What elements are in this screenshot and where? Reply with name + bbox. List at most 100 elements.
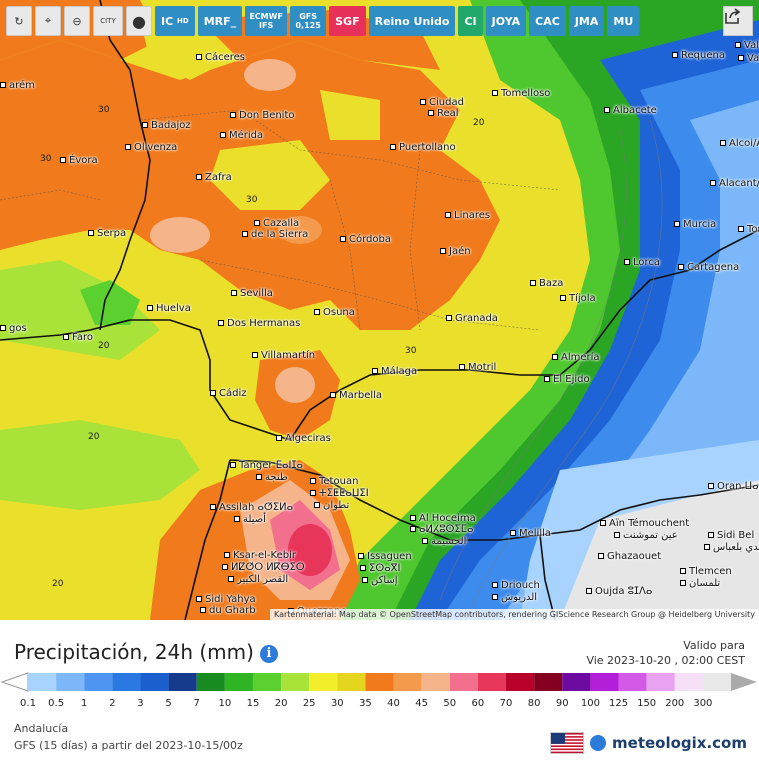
scale-tick-label: 100 bbox=[580, 698, 600, 709]
city-label: Córdoba bbox=[340, 234, 391, 245]
scale-swatch bbox=[196, 673, 225, 691]
scale-tick-label: 0.1 bbox=[20, 698, 36, 709]
scale-tick-label: 300 bbox=[693, 698, 713, 709]
model-joya-button[interactable]: JOYA bbox=[485, 6, 527, 36]
marker-icon[interactable]: ● bbox=[126, 6, 152, 36]
city-label: Granada bbox=[446, 313, 498, 324]
model-mu-button[interactable]: MU bbox=[607, 6, 640, 36]
city-label: طنجة bbox=[256, 472, 288, 483]
city-label: أصيلة bbox=[234, 514, 266, 525]
zoom-out-icon[interactable]: ⊖ bbox=[64, 6, 90, 36]
region-label: Andalucía bbox=[14, 722, 69, 735]
scale-swatch bbox=[365, 673, 394, 691]
city-label: Baza bbox=[530, 278, 563, 289]
refresh-icon[interactable]: ↻ bbox=[6, 6, 32, 36]
scale-swatch bbox=[112, 673, 141, 691]
city-label: Mérida bbox=[220, 130, 263, 141]
city-label: El Ejido bbox=[544, 374, 590, 385]
valid-time: Valido para Vie 2023-10-20 , 02:00 CEST bbox=[586, 639, 745, 667]
city-label: Alcoi/A bbox=[720, 138, 759, 149]
scale-swatch bbox=[646, 673, 675, 691]
brand-name: meteologix.com bbox=[612, 734, 747, 752]
scale-swatch bbox=[281, 673, 310, 691]
scale-swatch bbox=[224, 673, 253, 691]
city-label: Ksar-el-Kebir bbox=[224, 550, 296, 561]
precipitation-map[interactable]: ↻ ⌖ ⊖ CITY ● IC HD MRF_ ECMWF IFS GFS 0,… bbox=[0, 0, 759, 620]
city-label: Cazalla bbox=[254, 218, 299, 229]
scale-swatch bbox=[674, 673, 703, 691]
map-attribution: Kartenmaterial: Map data © OpenStreetMap… bbox=[269, 609, 759, 620]
city-label: arém bbox=[0, 80, 35, 91]
city-label: Olivenza bbox=[125, 142, 177, 153]
info-icon[interactable]: i bbox=[259, 644, 278, 663]
scale-tick-label: 45 bbox=[415, 698, 429, 709]
model-run-label: GFS (15 días) a partir del 2023-10-15/00… bbox=[14, 739, 243, 752]
brand-logo-icon bbox=[590, 735, 607, 751]
model-mrf-button[interactable]: MRF_ bbox=[197, 6, 243, 36]
scale-swatch bbox=[618, 673, 647, 691]
city-label: Jaén bbox=[440, 246, 471, 257]
city-label: Albacete bbox=[604, 105, 657, 116]
scale-tick-label: 1 bbox=[81, 698, 88, 709]
city-label: Tlemcen bbox=[680, 566, 732, 577]
isoline-label: 20 bbox=[88, 432, 100, 442]
city-label: Tetouan bbox=[310, 476, 358, 487]
scale-tick-label: 70 bbox=[499, 698, 513, 709]
isoline-label: 20 bbox=[473, 118, 485, 128]
scale-tick-label: 200 bbox=[665, 698, 685, 709]
scale-tick-label: 2 bbox=[109, 698, 116, 709]
model-jma-button[interactable]: JMA bbox=[568, 6, 605, 36]
model-ecmwf-button[interactable]: ECMWF IFS bbox=[245, 6, 288, 36]
city-label: gos bbox=[0, 323, 27, 334]
scale-tick-label: 15 bbox=[246, 698, 260, 709]
city-label: Osuna bbox=[314, 307, 355, 318]
scale-tick-label: 50 bbox=[443, 698, 457, 709]
city-label: تلمسان bbox=[680, 578, 720, 589]
scale-swatch bbox=[506, 673, 535, 691]
scale-swatch bbox=[140, 673, 169, 691]
scale-swatch bbox=[337, 673, 366, 691]
model-ic-button[interactable]: IC HD bbox=[155, 6, 195, 36]
scale-swatch bbox=[590, 673, 619, 691]
brand[interactable]: meteologix.com bbox=[550, 732, 747, 754]
city-label: ⵉⵙⴰⴳⵏ bbox=[360, 563, 400, 574]
scale-tick-label: 25 bbox=[302, 698, 316, 709]
model-uk-button[interactable]: Reino Unido bbox=[368, 6, 456, 36]
city-label: Tíjola bbox=[560, 293, 596, 304]
share-icon[interactable] bbox=[723, 6, 753, 36]
scale-swatch bbox=[477, 673, 507, 691]
legend-panel: Precipitación, 24h (mm) i Valido para Vie … bbox=[0, 620, 759, 760]
model-ci-button[interactable]: CI bbox=[458, 6, 483, 36]
city-label: Málaga bbox=[372, 366, 417, 377]
scale-tick-label: 80 bbox=[527, 698, 541, 709]
scale-tick-label: 90 bbox=[555, 698, 569, 709]
location-pin-icon[interactable]: ⌖ bbox=[35, 6, 61, 36]
scale-tick-label: 5 bbox=[165, 698, 172, 709]
city-label: Don Benito bbox=[230, 110, 295, 121]
model-toolbar: ↻ ⌖ ⊖ CITY ● IC HD MRF_ ECMWF IFS GFS 0,… bbox=[6, 6, 640, 36]
scale-tick-label: 0.5 bbox=[48, 698, 65, 709]
city-label: Algeciras bbox=[276, 433, 331, 444]
city-label: Torr bbox=[738, 224, 759, 235]
city-label: de la Sierra bbox=[242, 229, 308, 240]
model-gfs-button[interactable]: GFS 0,125 bbox=[290, 6, 327, 36]
us-flag-icon[interactable] bbox=[550, 732, 585, 754]
city-label: Marbella bbox=[330, 390, 382, 401]
city-label: Ciudad bbox=[420, 97, 464, 108]
share-arrow-icon bbox=[725, 8, 741, 24]
isoline-label: 30 bbox=[246, 195, 258, 205]
city-toggle-icon[interactable]: CITY bbox=[93, 6, 123, 36]
scale-tick-label: 60 bbox=[471, 698, 485, 709]
city-label: Issaguen bbox=[358, 551, 412, 562]
scale-swatch bbox=[449, 673, 478, 691]
city-label: Vale bbox=[735, 40, 759, 51]
city-label: Aïn Témouchent bbox=[600, 518, 689, 529]
scale-tick-label: 30 bbox=[330, 698, 344, 709]
isoline-label: 30 bbox=[405, 346, 417, 356]
model-sgf-button[interactable]: SGF bbox=[329, 6, 366, 36]
scale-tick-label: 150 bbox=[637, 698, 657, 709]
city-label: Serpa bbox=[88, 228, 126, 239]
city-label: Alacant/ bbox=[710, 178, 759, 189]
city-label: ⵜⵉⵟⵟⴰⵡⵉⵏ bbox=[310, 488, 369, 499]
model-cac-button[interactable]: CAC bbox=[529, 6, 566, 36]
